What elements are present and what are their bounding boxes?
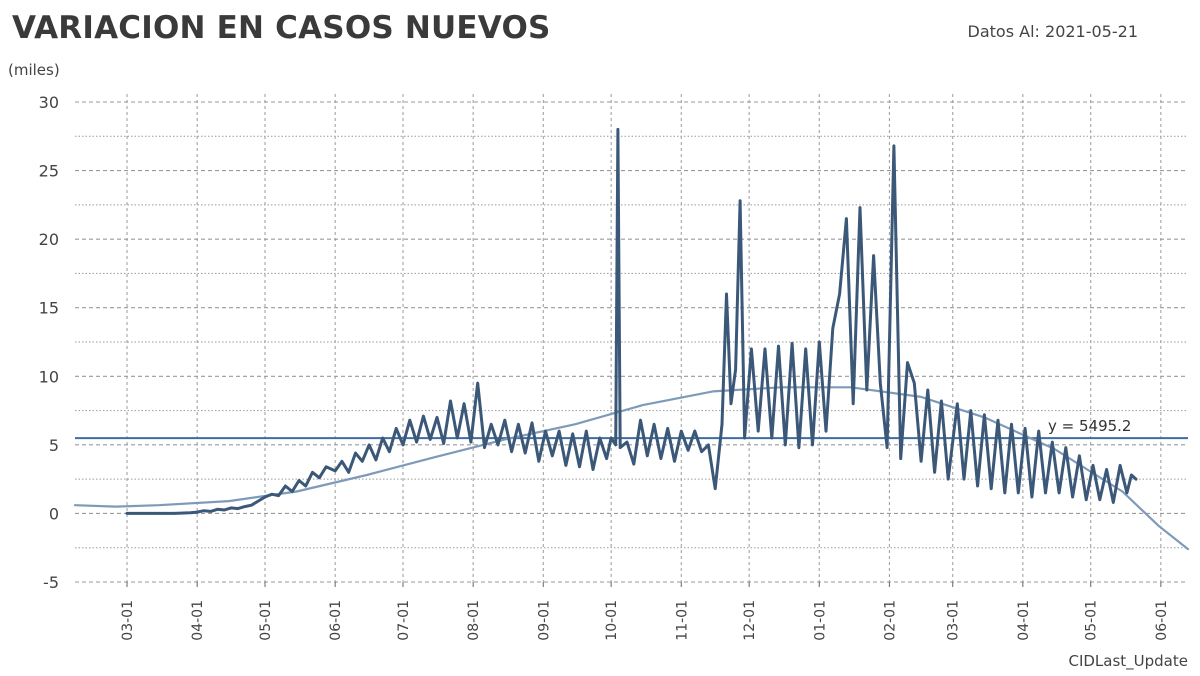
grid (75, 94, 1188, 583)
y-axis-ticks: -5 0 5 10 15 20 25 30 (39, 93, 59, 592)
x-tick-label: 04-01 (1016, 600, 1032, 641)
y-axis-unit-label: (miles) (8, 61, 60, 79)
y-tick-label: 20 (39, 230, 59, 249)
data-date-label: Datos Al: 2021-05-21 (967, 22, 1138, 41)
x-tick-label: 12-01 (742, 600, 758, 641)
x-tick-label: 01-01 (812, 600, 828, 641)
reference-line-group: y = 5495.2 (75, 417, 1188, 440)
x-tick-label: 10-01 (604, 600, 620, 641)
reference-line-label: y = 5495.2 (1048, 417, 1131, 435)
x-tick-label: 02-01 (882, 600, 898, 641)
series-group (73, 127, 1190, 551)
x-tick-label: 05-01 (1084, 600, 1100, 641)
chart-title: VARIACION EN CASOS NUEVOS (12, 10, 551, 46)
y-tick-label: 10 (39, 367, 59, 386)
x-tick-label: 03-01 (946, 600, 962, 641)
x-tick-label: 05-01 (258, 600, 274, 641)
series-line-daily-cases (125, 127, 1138, 515)
y-tick-label: -5 (43, 573, 59, 592)
y-tick-label: 0 (49, 504, 59, 523)
y-tick-label: 25 (39, 162, 59, 181)
y-tick-label: 30 (39, 93, 59, 112)
x-tick-label: 08-01 (466, 600, 482, 641)
x-tick-label: 03-01 (120, 600, 136, 641)
x-tick-label: 06-01 (328, 600, 344, 641)
x-axis-title: CIDLast_Update (1068, 652, 1188, 670)
x-tick-label: 11-01 (674, 600, 690, 641)
y-tick-label: 5 (49, 436, 59, 455)
y-tick-label: 15 (39, 299, 59, 318)
x-tick-label: 09-01 (536, 600, 552, 641)
x-tick-label: 06-01 (1154, 600, 1170, 641)
x-tick-label: 07-01 (396, 600, 412, 641)
x-axis-ticks: 03-01 04-01 05-01 06-01 07-01 08-01 09-01 10-01… (120, 582, 1170, 641)
x-tick-label: 04-01 (190, 600, 206, 641)
